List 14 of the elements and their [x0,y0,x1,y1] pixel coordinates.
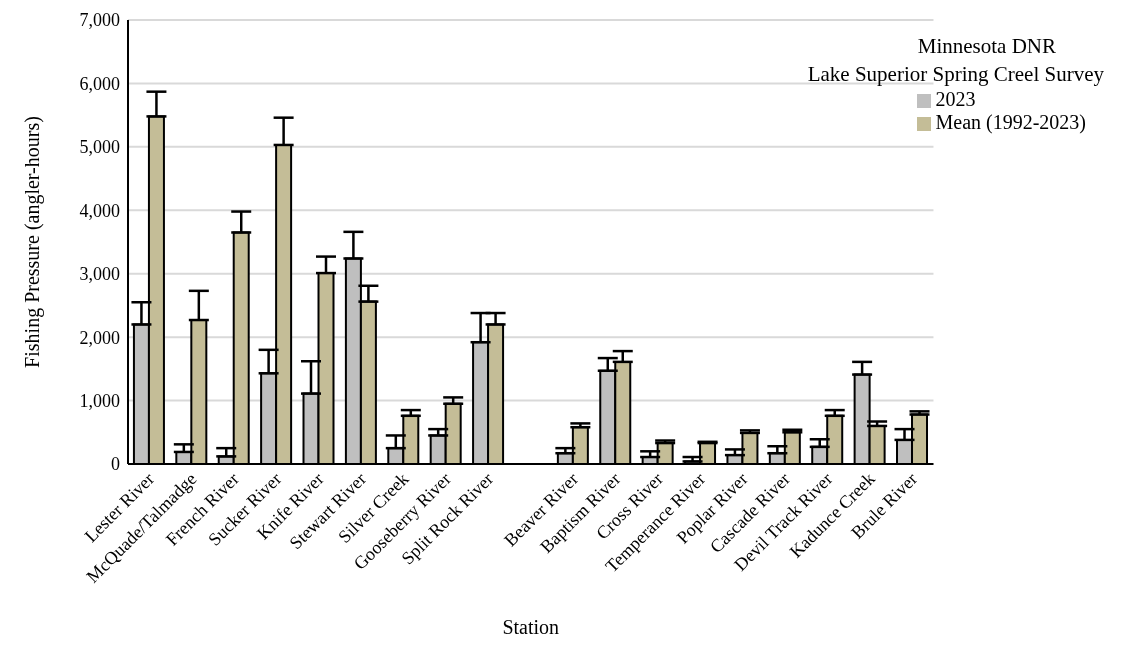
y-tick-label: 0 [111,454,120,475]
y-tick-label: 5,000 [79,137,120,158]
x-axis-title: Station [502,616,560,638]
y-tick-label: 3,000 [79,264,120,285]
y-tick-label: 6,000 [79,73,120,94]
y-tick-label: 7,000 [79,10,120,31]
text: Lake Superior Spring Creel Survey [807,61,1104,88]
text: Minnesota DNR [916,33,1057,60]
legend-label: 2023 [935,88,976,110]
y-axis-title: Fishing Pressure (angler-hours) [21,116,45,368]
y-tick-label: 1,000 [79,390,120,411]
y-tick-label: 4,000 [79,200,120,221]
y-tick-label: 2,000 [79,327,120,348]
legend-label: Mean (1992-2023) [935,111,1086,133]
